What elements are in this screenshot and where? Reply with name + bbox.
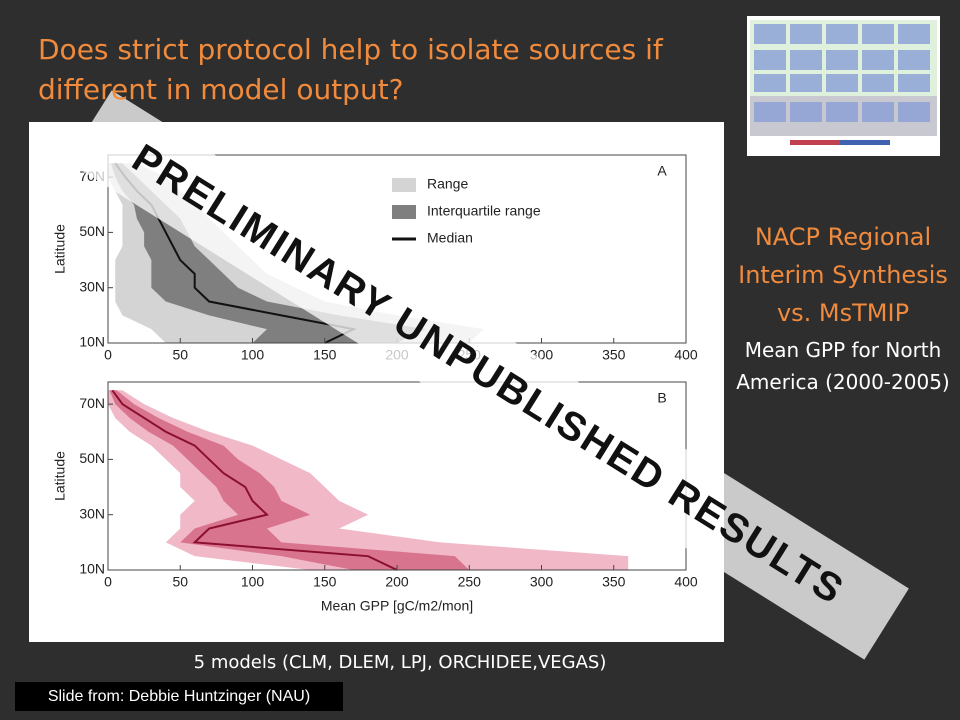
y-axis-label: Latitude [52,451,68,501]
y-tick-label: 10N [79,561,105,577]
x-tick-label: 400 [674,574,698,590]
x-tick-label: 300 [530,574,554,590]
x-axis-label: Mean GPP [gC/m2/mon] [321,598,473,614]
side-subheading: Mean GPP for North America (2000-2005) [736,338,950,394]
x-tick-label: 0 [104,574,112,590]
side-heading: NACP Regional Interim Synthesis vs. MsTM… [738,223,948,327]
y-tick-label: 30N [79,278,105,294]
panel-label: B [657,390,666,406]
y-tick-label: 10N [79,334,105,350]
x-tick-label: 250 [458,574,482,590]
credit: Slide from: Debbie Huntzinger (NAU) [15,682,343,711]
x-tick-label: 200 [385,574,409,590]
plots: 0 50 100 150 200 250 300 350 400 10N 30N 50N 70N Lati… [52,154,698,614]
legend-label: Median [427,230,473,246]
legend-swatch [392,205,416,219]
y-axis-label: Latitude [52,224,68,274]
median-line [111,389,398,571]
legend-label: Range [427,176,468,192]
panel-label: A [657,163,667,179]
x-tick-label: 0 [104,347,112,363]
watermark-banner [67,90,909,660]
caption: 5 models (CLM, DLEM, LPJ, ORCHIDEE,VEGAS… [193,652,607,673]
x-tick-label: 100 [241,574,265,590]
y-tick-label: 70N [79,395,105,411]
x-tick-label: 150 [313,574,337,590]
x-tick-label: 400 [674,347,698,363]
x-tick-label: 150 [313,347,337,363]
x-tick-label: 100 [241,347,265,363]
legend-swatch [392,178,416,192]
range-band [110,163,426,343]
slide-title: Does strict protocol help to isolate sou… [38,33,663,106]
thumbnail [747,16,940,156]
x-tick-label: 350 [602,347,626,363]
legend-label: Interquartile range [427,203,541,219]
y-tick-label: 50N [79,223,105,239]
x-tick-label: 350 [602,574,626,590]
x-tick-label: 50 [172,574,188,590]
y-tick-label: 30N [79,505,105,521]
y-tick-label: 50N [79,450,105,466]
side-text: NACP Regional Interim Synthesis vs. MsTM… [727,218,959,398]
x-tick-label: 50 [172,347,188,363]
